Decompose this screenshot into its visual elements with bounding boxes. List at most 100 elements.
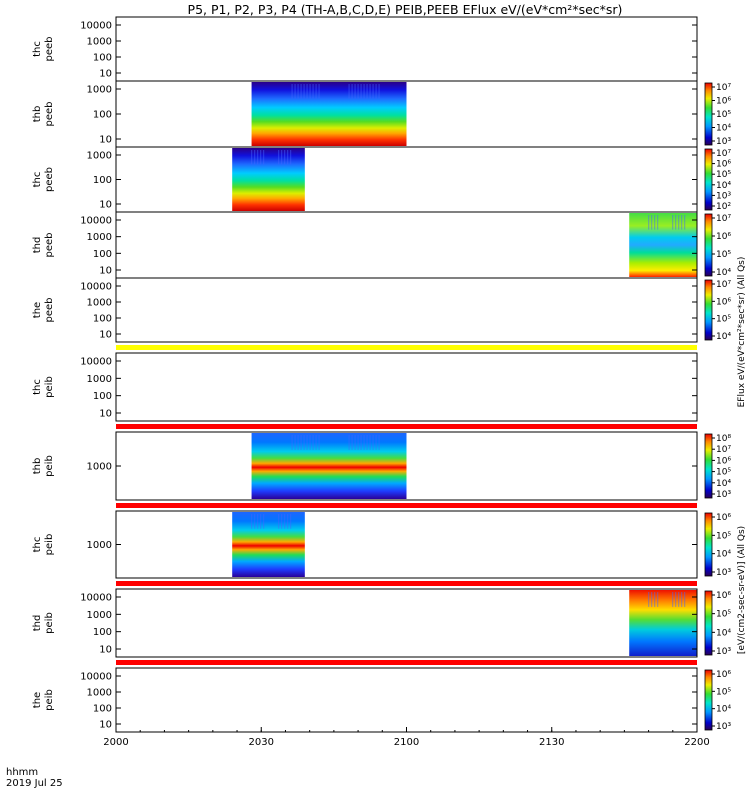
speckle <box>312 435 314 450</box>
speckle <box>651 592 653 607</box>
speckle <box>369 435 371 450</box>
y-tick-label: 100 <box>93 175 112 186</box>
speckle <box>351 84 353 99</box>
speckle <box>654 592 656 607</box>
y-tick-label: 10 <box>99 645 112 656</box>
spectrogram-data <box>629 590 697 656</box>
panel-thc-peeb: thc peeb 10000 1000 100 10 <box>32 16 698 82</box>
speckle <box>372 84 374 99</box>
colorbar <box>704 512 713 577</box>
speckle <box>354 435 356 450</box>
speckle <box>681 215 683 230</box>
speckle <box>254 150 256 165</box>
panel-probe-label: thc <box>32 537 43 553</box>
panel-probe-label: thc <box>32 172 43 188</box>
colorbar-tick-label: 10⁸ <box>716 434 731 444</box>
speckle <box>263 150 265 165</box>
speckle <box>257 514 259 529</box>
time-unit-label: hhmm <box>6 767 38 778</box>
speckle <box>360 435 362 450</box>
speckle <box>351 435 353 450</box>
data-gap-bars <box>116 345 697 665</box>
y-tick-label: 10000 <box>80 672 112 683</box>
colorbar-tick-label: 10⁴ <box>716 628 731 638</box>
y-tick-label: 100 <box>93 314 112 325</box>
y-tick-label: 10000 <box>80 21 112 32</box>
y-tick-label: 100 <box>93 249 112 260</box>
gap-bar <box>116 660 697 665</box>
y-tick-label: 10 <box>99 266 112 277</box>
x-tick-label: 2030 <box>249 737 274 748</box>
speckle <box>284 514 286 529</box>
speckle <box>254 514 256 529</box>
speckle <box>318 435 320 450</box>
panel-instrument-label: peib <box>44 376 55 398</box>
speckle <box>375 84 377 99</box>
colorbar-label-peeb: EFlux eV/(eV*cm²*sec*sr) (All Qs) <box>737 257 747 408</box>
speckle <box>300 435 302 450</box>
speckle <box>357 435 359 450</box>
panel-probe-label: thc <box>32 379 43 395</box>
speckle <box>291 84 293 99</box>
colorbar-tick-label: 10⁵ <box>716 531 731 541</box>
speckle <box>297 435 299 450</box>
colorbar-tick-label: 10⁵ <box>716 687 731 697</box>
speckle <box>312 84 314 99</box>
speckle <box>303 84 305 99</box>
speckle <box>315 84 317 99</box>
x-tick-label: 2200 <box>684 737 709 748</box>
colorbar <box>704 590 713 656</box>
y-tick-label: 100 <box>93 391 112 402</box>
colorbar-tick-label: 10⁶ <box>716 232 731 242</box>
speckle <box>678 215 680 230</box>
speckle <box>318 84 320 99</box>
speckle <box>290 150 292 165</box>
y-tick-label: 1000 <box>87 540 112 551</box>
speckle <box>366 84 368 99</box>
speckle <box>672 592 674 607</box>
speckle <box>284 150 286 165</box>
speckle <box>309 435 311 450</box>
speckle <box>363 435 365 450</box>
colorbar <box>704 148 713 211</box>
colorbar-tick-label: 10⁶ <box>716 670 731 680</box>
y-tick-label: 1000 <box>87 374 112 385</box>
speckle <box>672 215 674 230</box>
spectrogram-data <box>251 82 407 146</box>
colorbar-tick-label: 10⁶ <box>716 591 731 601</box>
y-tick-label: 10 <box>99 409 112 420</box>
speckle <box>366 435 368 450</box>
speckle <box>675 592 677 607</box>
colorbar <box>704 213 713 277</box>
panel-instrument-label: peeb <box>44 298 55 323</box>
speckle <box>263 514 265 529</box>
date-label: 2019 Jul 25 <box>6 778 63 789</box>
panel-probe-label: the <box>32 692 43 708</box>
colorbar <box>704 433 713 499</box>
y-tick-label: 1000 <box>87 85 112 96</box>
speckle <box>306 84 308 99</box>
speckle <box>300 84 302 99</box>
panel-instrument-label: peeb <box>44 37 55 62</box>
speckle <box>306 435 308 450</box>
panel-instrument-label: peeb <box>44 102 55 127</box>
speckle <box>657 592 659 607</box>
speckle <box>648 215 650 230</box>
colorbar-tick-label: 10⁴ <box>716 268 731 278</box>
panel-instrument-label: peeb <box>44 167 55 192</box>
panel-instrument-label: peib <box>44 689 55 711</box>
colorbar-tick-label: 10² <box>716 202 731 212</box>
speckle <box>294 84 296 99</box>
speckle <box>378 435 380 450</box>
y-tick-label: 100 <box>93 53 112 64</box>
colorbar-tick-label: 10⁴ <box>716 124 731 134</box>
speckle <box>287 514 289 529</box>
speckle <box>651 215 653 230</box>
colorbar-tick-label: 10⁶ <box>716 160 731 170</box>
colorbar <box>704 82 713 146</box>
panel-instrument-label: peib <box>44 612 55 634</box>
panel-the-peib: the peib 10000 1000 100 10 10⁶ 10⁵ 10⁴ 10³ <box>32 667 731 733</box>
colorbar-label-peib: [eV/(cm2-sec-sr-eV)] (All Qs) <box>737 526 747 654</box>
speckle <box>348 84 350 99</box>
